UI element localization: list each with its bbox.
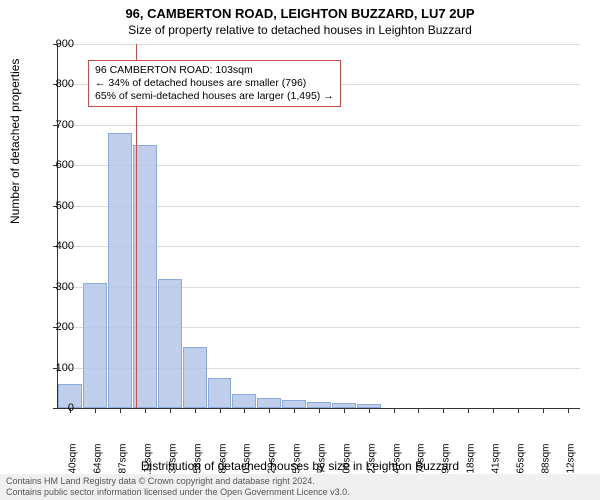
y-tick-label: 500 (34, 201, 74, 212)
y-tick-label: 600 (34, 160, 74, 171)
histogram-bar (208, 378, 232, 408)
x-tick-mark (120, 408, 121, 413)
x-tick-mark (493, 408, 494, 413)
x-tick-mark (394, 408, 395, 413)
x-axis-title: Distribution of detached houses by size … (0, 459, 600, 473)
y-axis-line (57, 44, 58, 408)
x-tick-mark (145, 408, 146, 413)
histogram-bar (108, 133, 132, 408)
x-tick-mark (170, 408, 171, 413)
x-tick-mark (344, 408, 345, 413)
histogram-bar (257, 398, 281, 408)
footer-line-2: Contains public sector information licen… (6, 487, 594, 498)
footer-line-1: Contains HM Land Registry data © Crown c… (6, 476, 594, 487)
y-tick-label: 700 (34, 120, 74, 131)
info-line-2: ← 34% of detached houses are smaller (79… (95, 77, 334, 90)
x-tick-mark (269, 408, 270, 413)
histogram-bar (183, 347, 207, 408)
x-tick-mark (294, 408, 295, 413)
y-tick-label: 200 (34, 322, 74, 333)
y-tick-label: 800 (34, 79, 74, 90)
info-box: 96 CAMBERTON ROAD: 103sqm ← 34% of detac… (88, 60, 341, 107)
x-tick-mark (568, 408, 569, 413)
chart-title-line1: 96, CAMBERTON ROAD, LEIGHTON BUZZARD, LU… (0, 0, 600, 21)
y-tick-label: 100 (34, 363, 74, 374)
x-tick-mark (468, 408, 469, 413)
y-axis-title: Number of detached properties (8, 59, 22, 224)
x-tick-mark (369, 408, 370, 413)
y-tick-label: 0 (34, 403, 74, 414)
x-tick-mark (518, 408, 519, 413)
chart-title-line2: Size of property relative to detached ho… (0, 21, 600, 37)
x-tick-mark (418, 408, 419, 413)
x-tick-mark (195, 408, 196, 413)
info-line-1: 96 CAMBERTON ROAD: 103sqm (95, 64, 334, 77)
x-tick-mark (220, 408, 221, 413)
x-tick-mark (95, 408, 96, 413)
y-tick-label: 400 (34, 241, 74, 252)
y-tick-label: 900 (34, 39, 74, 50)
histogram-bar (282, 400, 306, 408)
info-line-3: 65% of semi-detached houses are larger (… (95, 90, 334, 103)
histogram-bar (158, 279, 182, 408)
footer: Contains HM Land Registry data © Crown c… (0, 474, 600, 500)
x-tick-mark (543, 408, 544, 413)
histogram-bar (232, 394, 256, 408)
y-tick-label: 300 (34, 282, 74, 293)
x-tick-mark (244, 408, 245, 413)
x-tick-mark (319, 408, 320, 413)
x-tick-mark (443, 408, 444, 413)
histogram-bar (83, 283, 107, 408)
